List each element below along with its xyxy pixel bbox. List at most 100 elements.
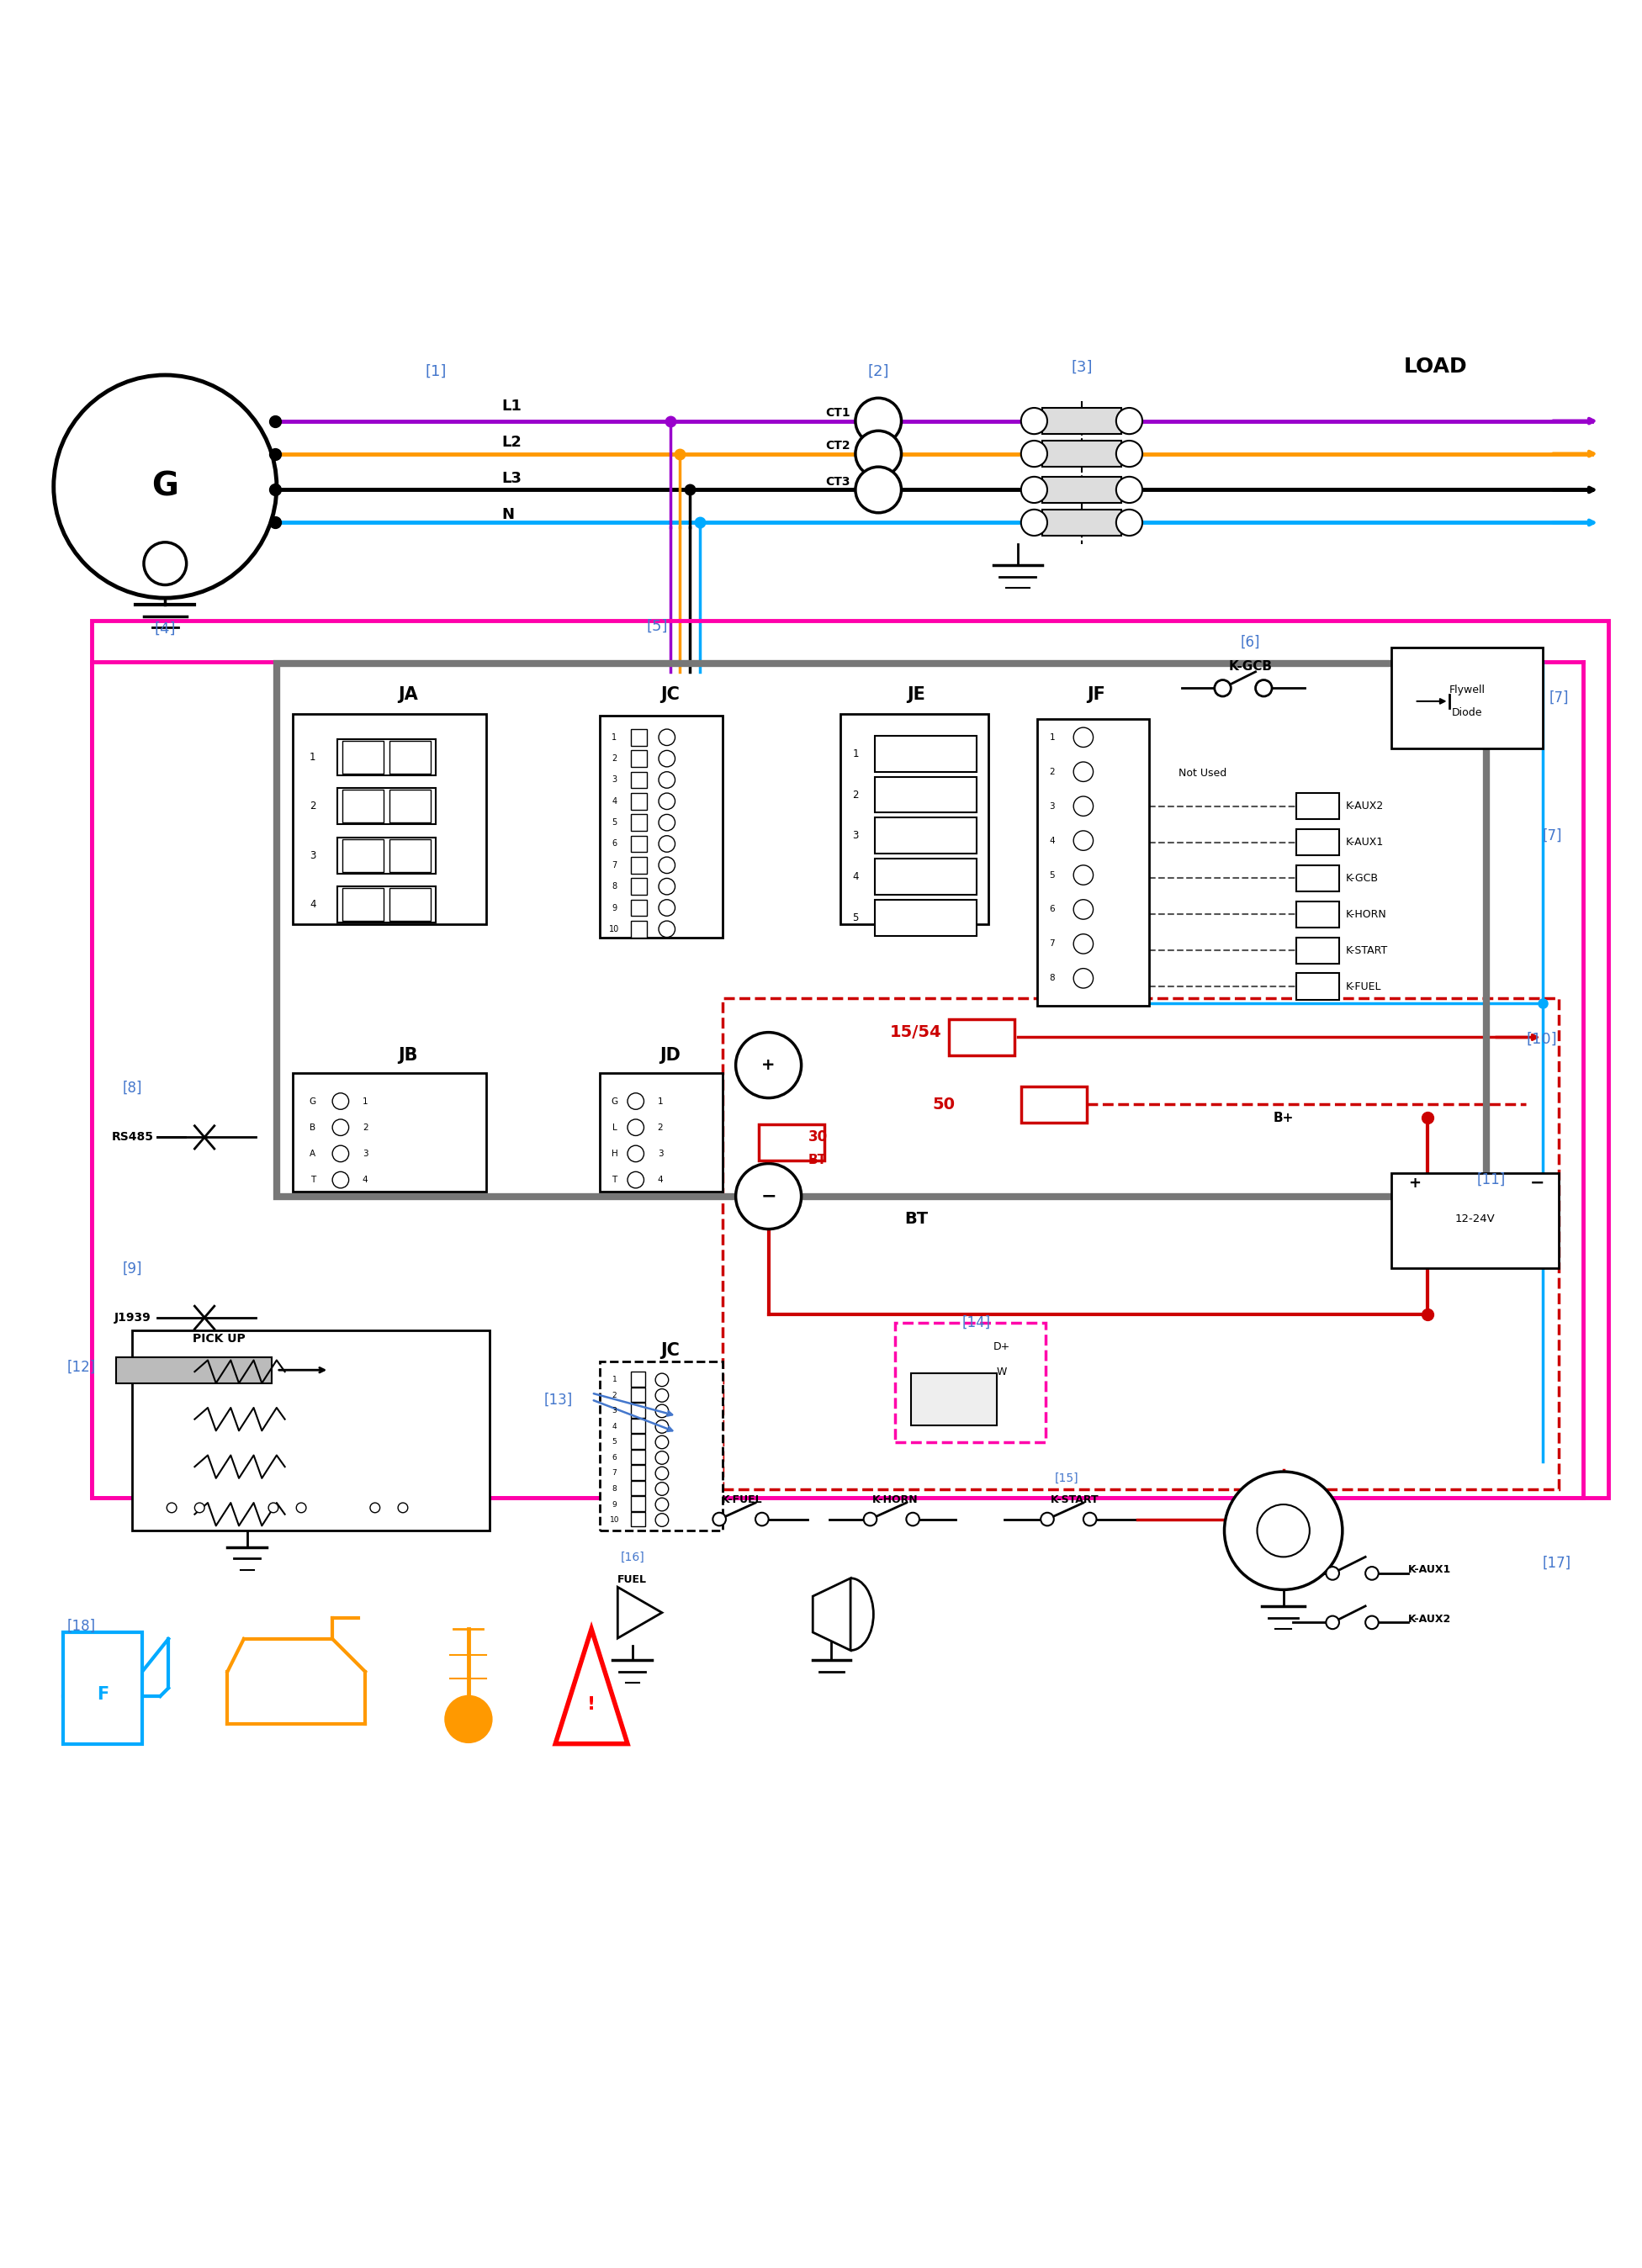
Bar — [631, 771, 647, 789]
Text: [3]: [3] — [1071, 358, 1092, 374]
Bar — [631, 1418, 645, 1433]
Bar — [292, 714, 486, 923]
Bar — [631, 900, 647, 916]
Bar — [759, 1125, 824, 1161]
Text: FUEL: FUEL — [617, 1574, 647, 1585]
Text: JB: JB — [397, 1048, 417, 1064]
Text: 2: 2 — [852, 789, 859, 801]
Circle shape — [54, 374, 276, 599]
Bar — [92, 621, 1608, 1497]
Text: 6: 6 — [612, 839, 617, 848]
Circle shape — [332, 1145, 348, 1161]
Bar — [337, 887, 435, 923]
Bar — [875, 860, 977, 894]
Text: F: F — [97, 1685, 108, 1703]
Text: CT3: CT3 — [826, 476, 851, 488]
Text: 4: 4 — [612, 1422, 617, 1431]
Text: T: T — [612, 1175, 617, 1184]
Text: !: ! — [588, 1696, 596, 1712]
Text: LOAD: LOAD — [1404, 356, 1468, 376]
Bar — [631, 751, 647, 767]
Bar — [631, 857, 647, 873]
Bar — [631, 1372, 645, 1386]
Text: 5: 5 — [1049, 871, 1054, 880]
Bar — [1392, 1173, 1558, 1268]
Text: 9: 9 — [612, 903, 617, 912]
Text: +: + — [762, 1057, 775, 1073]
Text: CT1: CT1 — [826, 406, 851, 420]
Text: RS485: RS485 — [112, 1132, 153, 1143]
Circle shape — [1366, 1615, 1379, 1628]
Bar — [631, 878, 647, 894]
Bar — [631, 1388, 645, 1402]
Text: 8: 8 — [612, 1486, 617, 1492]
Circle shape — [1258, 1504, 1310, 1556]
Circle shape — [1041, 1513, 1054, 1526]
Circle shape — [655, 1483, 668, 1495]
Text: J1939: J1939 — [113, 1311, 151, 1325]
Bar — [1297, 830, 1340, 855]
Circle shape — [736, 1163, 801, 1229]
Text: 2: 2 — [612, 755, 617, 762]
Text: 4: 4 — [1049, 837, 1054, 844]
Text: 2: 2 — [612, 1393, 617, 1399]
Circle shape — [658, 835, 675, 853]
Circle shape — [1074, 968, 1094, 989]
Circle shape — [397, 1504, 407, 1513]
Bar — [1021, 1086, 1087, 1123]
Circle shape — [268, 1504, 277, 1513]
Circle shape — [369, 1504, 379, 1513]
Text: 2: 2 — [363, 1123, 368, 1132]
Circle shape — [658, 794, 675, 810]
Circle shape — [296, 1504, 305, 1513]
Text: JC: JC — [660, 1343, 680, 1359]
Bar — [1297, 864, 1340, 891]
Circle shape — [655, 1497, 668, 1510]
Bar — [631, 1433, 645, 1449]
Bar — [337, 739, 435, 776]
Bar — [875, 735, 977, 771]
Text: 4: 4 — [363, 1175, 368, 1184]
Bar — [64, 1633, 143, 1744]
Text: [17]: [17] — [1542, 1556, 1571, 1572]
Circle shape — [1021, 408, 1048, 433]
Bar — [1043, 440, 1121, 467]
Text: L: L — [612, 1123, 617, 1132]
Text: D+: D+ — [993, 1343, 1010, 1352]
Text: Diode: Diode — [1452, 708, 1483, 719]
Bar — [631, 1465, 645, 1479]
Polygon shape — [813, 1579, 851, 1651]
Circle shape — [1074, 796, 1094, 816]
Circle shape — [1225, 1472, 1343, 1590]
Text: 5: 5 — [852, 912, 859, 923]
Circle shape — [655, 1513, 668, 1526]
Text: 6: 6 — [1049, 905, 1054, 914]
Circle shape — [1021, 476, 1048, 503]
Bar — [389, 839, 430, 871]
Circle shape — [332, 1093, 348, 1109]
Text: [7]: [7] — [1548, 689, 1568, 705]
Text: 7: 7 — [612, 1470, 617, 1476]
Bar — [875, 819, 977, 853]
Bar — [631, 794, 647, 810]
Circle shape — [855, 431, 901, 476]
Text: +: + — [1409, 1175, 1420, 1191]
Text: T: T — [310, 1175, 315, 1184]
Circle shape — [655, 1404, 668, 1418]
Text: 15/54: 15/54 — [890, 1025, 943, 1041]
Text: K-START: K-START — [1346, 946, 1387, 955]
Bar — [1043, 408, 1121, 433]
Bar — [631, 921, 647, 937]
Bar — [1043, 476, 1121, 503]
Circle shape — [655, 1374, 668, 1386]
Text: 3: 3 — [310, 850, 315, 862]
Circle shape — [864, 1513, 877, 1526]
Text: JC: JC — [660, 687, 680, 703]
Circle shape — [627, 1093, 644, 1109]
Text: G: G — [611, 1098, 617, 1105]
Text: K-GCB: K-GCB — [1228, 660, 1273, 674]
Bar — [342, 839, 383, 871]
Bar — [841, 714, 988, 923]
Text: 1: 1 — [612, 1377, 617, 1383]
Text: 10: 10 — [609, 1517, 619, 1524]
